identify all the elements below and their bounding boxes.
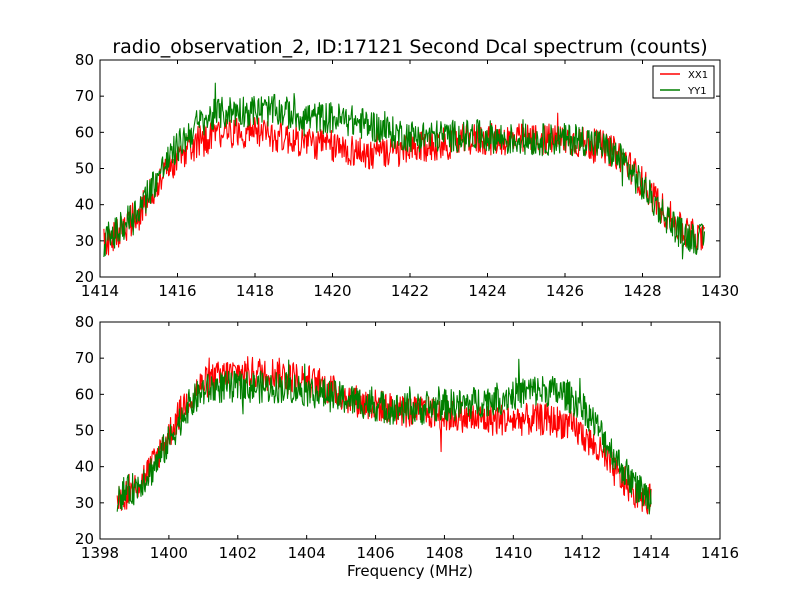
series-line-yy1-panel-2 (116, 358, 652, 515)
x-tick-label: 1412 (563, 544, 601, 562)
x-tick-label: 1404 (288, 544, 326, 562)
legend-label-xx1: XX1 (688, 70, 708, 81)
x-tick-label: 1424 (468, 282, 506, 300)
y-tick-label: 50 (75, 422, 94, 440)
x-tick-label: 1416 (701, 544, 739, 562)
x-tick-label: 1426 (546, 282, 584, 300)
y-tick-label: 30 (75, 494, 94, 512)
y-tick-label: 60 (75, 123, 94, 141)
x-tick-label: 1408 (425, 544, 463, 562)
x-axis-label: Frequency (MHz) (347, 562, 473, 580)
x-tick-label: 1410 (494, 544, 532, 562)
legend: XX1 YY1 (652, 65, 715, 99)
x-tick-label: 1420 (313, 282, 351, 300)
top-panel: 1414 1416 1418 1420 1422 1424 1426 1428 1430 20 30… (75, 51, 739, 300)
y-tick-label: 20 (75, 268, 94, 286)
legend-label-yy1: YY1 (687, 86, 707, 97)
y-tick-label: 20 (75, 530, 94, 548)
x-tick-label: 1430 (701, 282, 739, 300)
y-tick-label: 80 (75, 313, 94, 331)
y-tick-label: 50 (75, 160, 94, 178)
chart-title: radio_observation_2, ID:17121 Second Dca… (112, 36, 707, 58)
series-group (103, 82, 706, 260)
x-tick-label: 1418 (236, 282, 274, 300)
series-group (116, 356, 652, 515)
legend-box (652, 65, 715, 99)
y-tick-label: 70 (75, 87, 94, 105)
y-tick-label: 80 (75, 51, 94, 69)
y-tick-label: 40 (75, 196, 94, 214)
x-tick-label: 1414 (81, 282, 119, 300)
y-tick-label: 30 (75, 232, 94, 250)
series-line-yy1-panel-1 (103, 82, 706, 260)
bottom-panel: 1398 1400 1402 1404 1406 1408 1410 1412 1414 1416… (75, 313, 739, 580)
y-tick-label: 60 (75, 385, 94, 403)
y-tick-label: 40 (75, 458, 94, 476)
x-tick-label: 1428 (623, 282, 661, 300)
x-tick-label: 1402 (219, 544, 257, 562)
x-tick-label: 1406 (356, 544, 394, 562)
x-tick-label: 1400 (150, 544, 188, 562)
x-tick-label: 1422 (391, 282, 429, 300)
x-tick-label: 1414 (632, 544, 670, 562)
x-tick-label: 1398 (81, 544, 119, 562)
x-tick-label: 1416 (158, 282, 196, 300)
y-tick-label: 70 (75, 349, 94, 367)
